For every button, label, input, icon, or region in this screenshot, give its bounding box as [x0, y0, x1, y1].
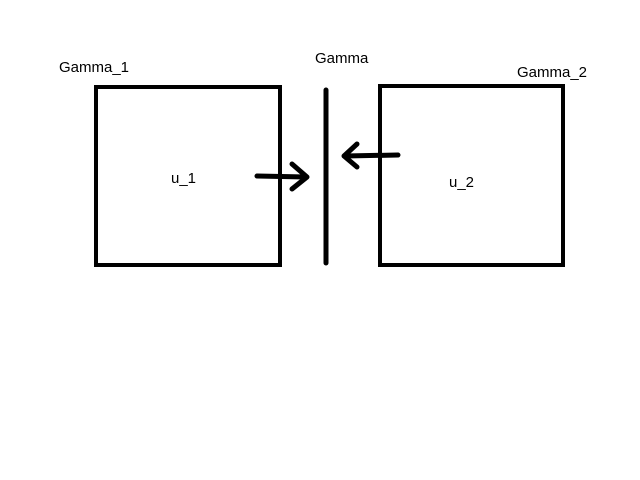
right-domain-variable-label: u_2	[449, 174, 475, 191]
left-arrow-icon	[341, 141, 401, 170]
left-domain-boundary-label: Gamma_1	[59, 59, 130, 76]
left-domain-variable-label: u_1	[171, 170, 197, 187]
right-arrow-icon	[254, 161, 310, 192]
right-domain-boundary-label: Gamma_2	[517, 64, 588, 81]
interface-label: Gamma	[315, 50, 369, 67]
right-domain-box	[378, 84, 565, 267]
